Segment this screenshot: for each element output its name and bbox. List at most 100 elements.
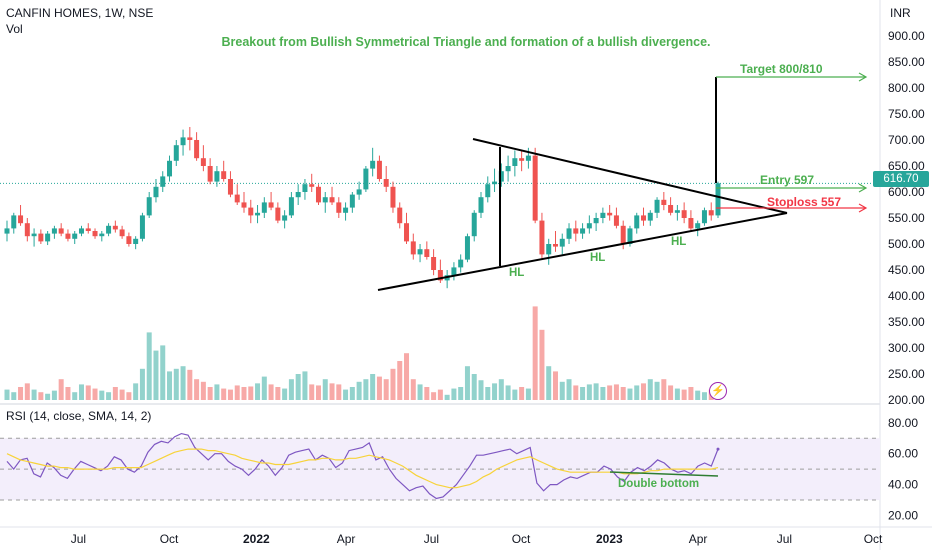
candle [546,238,552,265]
candle [51,225,57,239]
candle-body [343,207,349,213]
candle [234,184,240,205]
candle-body [661,199,667,205]
rsi-line [6,432,719,500]
candle-body [410,241,416,255]
candle [539,212,545,260]
rsi-tick-label: 20.00 [888,509,918,523]
candle [309,173,315,192]
stoploss-label: Stoploss 557 [767,195,841,209]
candle-body [519,158,525,161]
rsi-label[interactable]: RSI (14, close, SMA, 14, 2) [6,409,152,423]
candle [241,192,247,213]
volume-bar [458,387,464,400]
volume-bar [492,383,498,400]
volume-bar [559,381,565,400]
volume-bar [688,387,694,400]
candle-body [674,210,680,213]
volume-bar [295,374,301,400]
candle-body [167,160,173,177]
candle [18,205,24,226]
price-tick-label: 600.00 [888,185,925,199]
candle-body [295,192,301,198]
candle [268,192,274,211]
price-tick-label: 450.00 [888,263,925,277]
candle [634,212,640,234]
volume-bar [78,384,84,400]
candle [336,197,342,218]
candle [126,232,132,247]
volume-bar [701,392,707,400]
candle [173,140,179,166]
lightning-icon[interactable]: ⚡ [709,382,727,400]
volume-bar [288,379,294,400]
volume-bar [18,387,24,400]
price-tick-label: 800.00 [888,81,925,95]
time-tick-label: Apr [689,532,708,546]
time-tick-label: Apr [337,532,356,546]
candle-body [349,194,355,208]
candle-body [580,228,586,234]
stoploss-line-head [858,203,868,213]
candle [315,184,321,205]
candle [600,207,606,224]
candle-body [512,158,518,166]
candle [349,192,355,213]
candle-body [11,215,17,229]
volume-bar [11,392,17,400]
price-tick-label: 850.00 [888,55,925,69]
candle-body [146,197,152,216]
volume-bar [255,383,261,400]
candle-body [173,145,179,161]
candle-body [31,233,37,237]
candle-body [45,233,51,242]
currency-label: INR [890,6,911,20]
symbol-title[interactable]: CANFIN HOMES, 1W, NSE [6,6,154,20]
candle-body [607,212,613,216]
volume-bar [329,383,335,400]
candle-body [227,179,233,195]
volume-bar [695,390,701,400]
volume-bar [194,379,200,400]
volume-bar [647,379,653,400]
candle [38,229,44,244]
candle-body [701,210,707,224]
time-tick-label: Oct [864,532,883,546]
volume-bar [85,385,91,400]
volume-bar [498,379,504,400]
candle-body [336,202,342,213]
candle [363,166,369,192]
candle-body [315,186,321,203]
candle-body [593,218,599,224]
candle-body [58,228,64,234]
volume-bar [478,380,484,400]
volume-label: Vol [6,22,23,36]
candle [146,192,152,218]
candle [214,166,220,187]
candle [221,160,227,182]
candle-body [194,140,200,159]
volume-bar [221,388,227,400]
candle-body [539,220,545,255]
volume-bar [261,376,267,400]
candle-body [241,202,247,208]
volume-bar [593,383,599,400]
candle-body [187,137,193,140]
volume-bar [505,385,511,400]
candle [519,150,525,172]
candle [708,202,714,221]
volume-bar [146,332,152,400]
candle [106,223,112,237]
volume-bar [532,306,538,400]
candle [167,155,173,182]
volume-bar [586,384,592,400]
candle-body [641,215,647,221]
candle-body [573,228,579,234]
candle-body [478,197,484,213]
volume-bar [627,388,633,400]
price-tick-label: 650.00 [888,159,925,173]
volume-bar [45,393,51,400]
volume-bar [356,381,362,400]
candle [227,171,233,198]
